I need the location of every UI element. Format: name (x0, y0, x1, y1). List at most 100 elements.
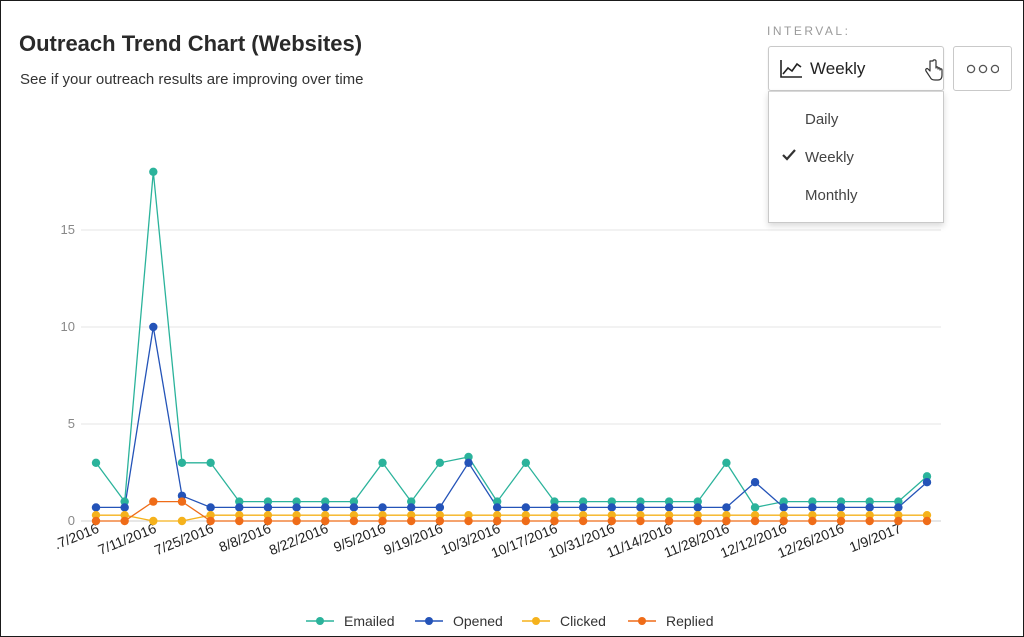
data-point-emailed (292, 497, 301, 506)
data-point-clicked (407, 510, 416, 520)
data-point-emailed (779, 497, 788, 506)
data-point-opened (808, 503, 817, 512)
x-tick-label: .7/2016 (52, 520, 102, 552)
data-point-replied (836, 516, 846, 526)
interval-option-monthly[interactable]: Monthly (805, 187, 858, 204)
page-title: Outreach Trend Chart (Websites) (19, 31, 363, 56)
data-point-replied (321, 516, 330, 526)
more-options-button[interactable] (953, 46, 1012, 91)
data-point-replied (149, 497, 158, 506)
data-point-emailed (91, 458, 101, 467)
page-subtitle: See if your outreach results are improvi… (20, 71, 364, 88)
legend-marker (316, 617, 324, 625)
data-point-clicked (865, 510, 874, 520)
data-point-emailed (263, 497, 273, 506)
data-point-opened (177, 491, 187, 500)
data-point-clicked (321, 510, 330, 520)
data-point-emailed (435, 458, 445, 467)
data-point-clicked (149, 516, 158, 526)
data-point-replied (865, 516, 874, 526)
data-point-clicked (206, 510, 215, 520)
data-point-opened (149, 322, 158, 332)
data-point-emailed (894, 497, 903, 506)
data-point-replied (492, 516, 502, 526)
y-tick-label: 0 (68, 513, 75, 528)
legend-label: Emailed (344, 613, 395, 629)
data-point-replied (922, 516, 932, 526)
interval-option-weekly[interactable]: Weekly (805, 149, 854, 166)
data-point-opened (263, 503, 273, 512)
data-point-clicked (292, 510, 301, 520)
data-point-clicked (664, 510, 674, 520)
series-line-emailed (95, 171, 928, 509)
data-point-clicked (263, 510, 273, 520)
data-point-replied (407, 516, 416, 526)
data-point-opened (407, 503, 416, 512)
data-point-opened (922, 478, 932, 487)
legend-label: Replied (666, 613, 713, 629)
data-point-replied (607, 516, 616, 526)
data-point-clicked (235, 510, 244, 520)
data-point-clicked (922, 510, 932, 520)
x-tick-label: 7/25/2016 (152, 520, 216, 558)
data-point-replied (206, 516, 215, 526)
data-point-emailed (607, 497, 616, 506)
data-point-clicked (435, 510, 445, 520)
interval-select[interactable]: Weekly (768, 46, 944, 91)
line-chart-icon (780, 60, 802, 78)
data-point-opened (664, 503, 674, 512)
data-point-emailed (865, 497, 874, 506)
data-point-emailed (722, 458, 731, 467)
data-point-emailed (149, 167, 158, 176)
interval-option-daily[interactable]: Daily (805, 111, 839, 128)
data-point-clicked (550, 510, 559, 520)
interval-label: INTERVAL: (767, 24, 851, 38)
data-point-replied (550, 516, 559, 526)
data-point-replied (235, 516, 244, 526)
data-point-emailed (492, 497, 502, 506)
data-point-clicked (120, 510, 129, 520)
data-point-opened (378, 503, 387, 512)
data-point-opened (550, 503, 559, 512)
data-point-emailed (750, 503, 760, 512)
x-tick-label: 1/9/2017 (847, 520, 904, 555)
data-point-replied (292, 516, 301, 526)
data-point-emailed (922, 472, 932, 481)
data-point-opened (693, 503, 702, 512)
x-tick-label: 11/14/2016 (604, 520, 674, 561)
data-point-emailed (321, 497, 330, 506)
data-point-replied (808, 516, 817, 526)
data-point-opened (750, 478, 760, 487)
data-point-opened (435, 503, 445, 512)
data-point-emailed (206, 458, 215, 467)
series-line-opened (96, 326, 928, 509)
interval-dropdown: Daily Weekly Monthly (768, 91, 944, 223)
legend-marker (638, 617, 646, 625)
data-point-replied (521, 516, 531, 526)
data-point-emailed (636, 497, 645, 506)
legend-label: Clicked (560, 613, 606, 629)
data-point-emailed (664, 497, 674, 506)
data-point-emailed (349, 497, 359, 506)
legend-marker (532, 617, 540, 625)
x-tick-label: 9/19/2016 (381, 520, 445, 558)
data-point-opened (120, 503, 129, 512)
data-point-replied (894, 516, 903, 526)
data-point-replied (349, 516, 359, 526)
data-point-clicked (750, 510, 760, 520)
data-point-opened (492, 503, 502, 512)
data-point-opened (722, 503, 731, 512)
more-options-icon (967, 64, 999, 74)
data-point-opened (292, 503, 301, 512)
data-point-clicked (464, 510, 473, 520)
data-point-opened (206, 503, 215, 512)
data-point-opened (607, 503, 616, 512)
data-point-replied (636, 516, 645, 526)
data-point-opened (578, 503, 588, 512)
data-point-replied (120, 516, 129, 526)
data-point-opened (865, 503, 874, 512)
data-point-opened (321, 503, 330, 512)
data-point-clicked (521, 510, 531, 520)
